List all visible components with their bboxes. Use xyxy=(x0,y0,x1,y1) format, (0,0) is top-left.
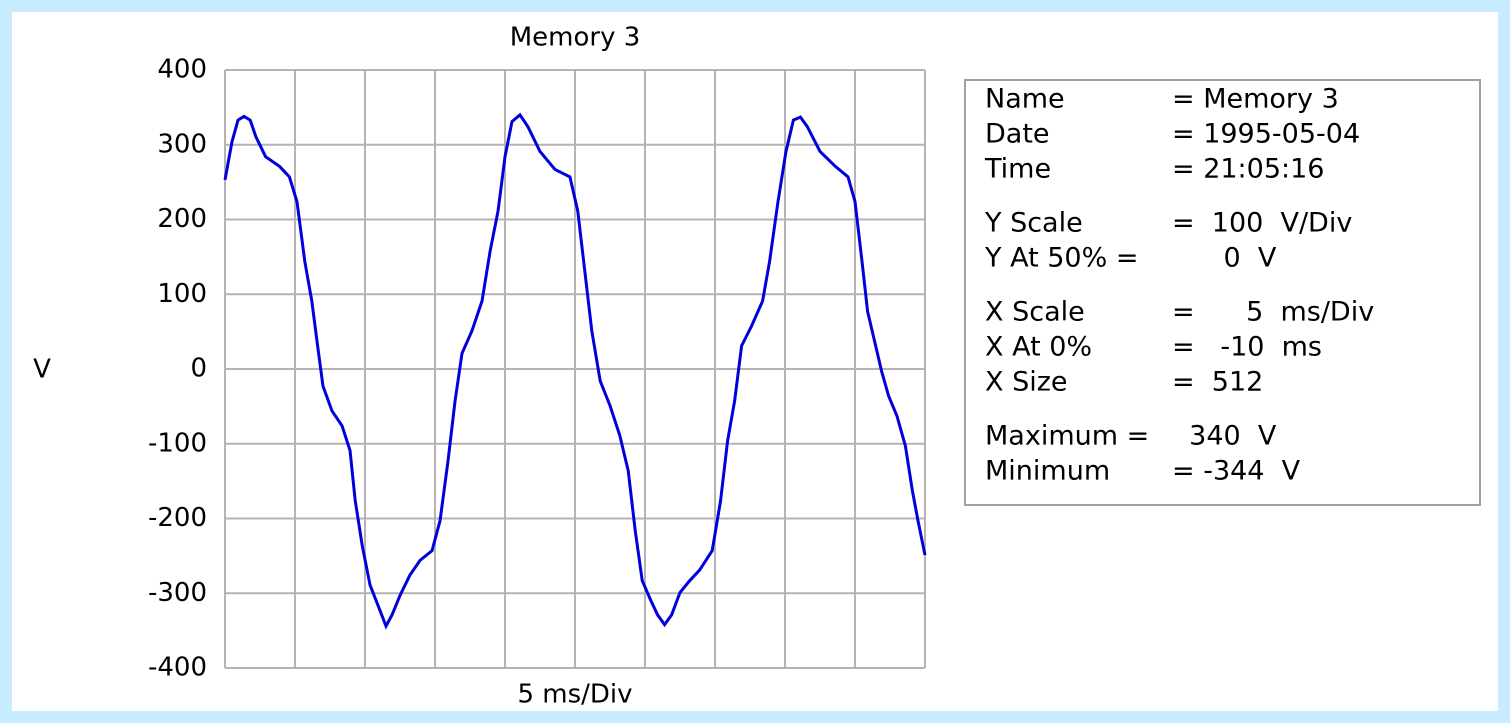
window-background xyxy=(12,12,1498,711)
y-tick-label: -100 xyxy=(148,428,207,458)
y-tick-label: 400 xyxy=(157,55,207,85)
y-tick-label: 0 xyxy=(190,354,207,384)
info-label: Date xyxy=(985,119,1050,150)
info-label: Y At 50% = xyxy=(984,243,1138,274)
info-label: Y Scale xyxy=(984,208,1083,239)
info-value: = 512 xyxy=(1172,367,1263,398)
info-value: 340 V xyxy=(1172,421,1277,452)
y-tick-label: -300 xyxy=(148,578,207,608)
info-label: X Size xyxy=(985,367,1068,398)
info-value: = 1995-05-04 xyxy=(1172,119,1360,150)
info-panel xyxy=(964,79,1481,506)
info-value: 0 V xyxy=(1172,243,1277,274)
info-rows: Name = Memory 3 Date = 1995-05-04 Time = 21:0… xyxy=(984,84,1374,487)
y-tick-label: 200 xyxy=(157,204,207,234)
info-value: = 100 V/Div xyxy=(1172,208,1352,239)
info-label: Name xyxy=(985,84,1065,115)
waveform xyxy=(223,112,927,630)
y-tick-label: 300 xyxy=(157,129,207,159)
info-value: = 21:05:16 xyxy=(1172,154,1324,185)
info-value: = Memory 3 xyxy=(1172,84,1339,115)
info-value: = -10 ms xyxy=(1172,332,1322,363)
x-axis-label: 5 ms/Div xyxy=(517,680,632,710)
y-tick-label: -200 xyxy=(148,503,207,533)
info-label: Maximum = xyxy=(985,421,1149,452)
info-label: Minimum xyxy=(985,456,1110,487)
y-tick-label: -400 xyxy=(148,653,207,683)
y-axis-label: V xyxy=(33,355,51,385)
info-label: X At 0% xyxy=(985,332,1092,363)
info-value: = 5 ms/Div xyxy=(1172,297,1374,328)
info-label: Time xyxy=(984,154,1051,185)
y-tick-label: 100 xyxy=(157,279,207,309)
chart-title: Memory 3 xyxy=(510,23,641,53)
info-value: = -344 V xyxy=(1172,456,1301,487)
grid xyxy=(224,69,926,669)
info-label: X Scale xyxy=(985,297,1085,328)
